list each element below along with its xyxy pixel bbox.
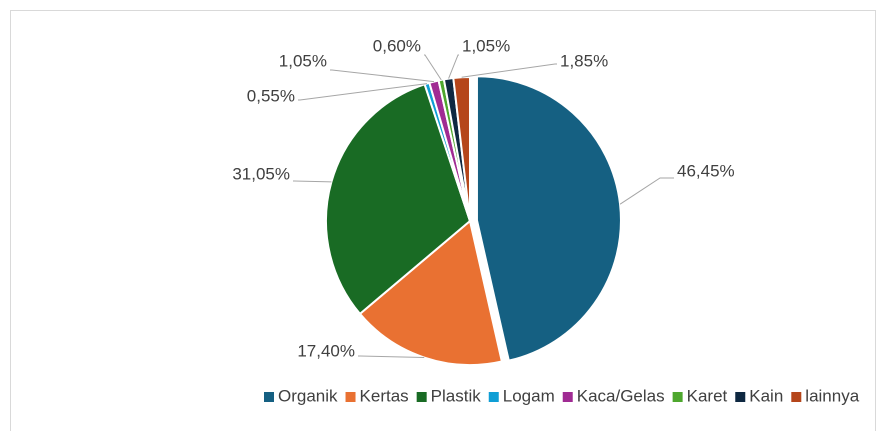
leader-line bbox=[358, 355, 425, 359]
data-label: 1,05% bbox=[462, 36, 510, 55]
leader-line bbox=[448, 54, 459, 79]
data-label: 31,05% bbox=[232, 164, 290, 183]
pie-slice bbox=[475, 75, 622, 362]
legend-label: Plastik bbox=[431, 386, 482, 405]
chart-frame bbox=[10, 10, 876, 431]
legend-swatch bbox=[345, 392, 356, 402]
legend-swatch bbox=[791, 392, 802, 402]
legend-swatch bbox=[416, 392, 427, 402]
leader-line bbox=[461, 63, 557, 78]
pie-slice bbox=[452, 75, 471, 222]
data-label: 0,55% bbox=[247, 86, 295, 105]
legend-label: Karet bbox=[687, 386, 728, 405]
legend-swatch bbox=[735, 392, 746, 402]
legend-label: Kain bbox=[749, 386, 783, 405]
legend-label: Organik bbox=[278, 386, 338, 405]
leader-line bbox=[293, 180, 332, 183]
pie-slice bbox=[325, 83, 472, 316]
leader-line bbox=[330, 69, 435, 83]
legend-swatch bbox=[672, 392, 683, 402]
legend-label: Kaca/Gelas bbox=[577, 386, 665, 405]
leader-line bbox=[619, 177, 674, 205]
legend-swatch bbox=[562, 392, 573, 402]
data-label: 0,60% bbox=[373, 36, 421, 55]
legend-label: Kertas bbox=[360, 386, 409, 405]
data-label: 46,45% bbox=[677, 161, 735, 180]
data-label: 1,05% bbox=[279, 51, 327, 70]
legend-label: lainnya bbox=[805, 386, 859, 405]
leader-line bbox=[424, 54, 442, 81]
data-label: 17,40% bbox=[297, 341, 355, 360]
data-label: 1,85% bbox=[560, 51, 608, 70]
legend-label: Logam bbox=[503, 386, 555, 405]
legend-swatch bbox=[488, 392, 499, 402]
leader-line bbox=[298, 83, 428, 101]
legend-swatch bbox=[264, 392, 274, 402]
